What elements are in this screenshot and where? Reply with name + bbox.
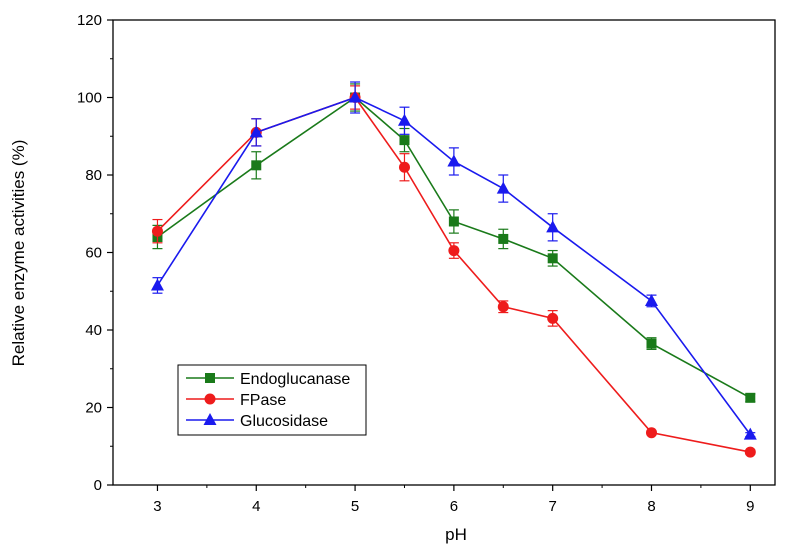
data-point <box>496 181 510 194</box>
y-tick-label: 0 <box>94 477 102 494</box>
data-point <box>251 160 262 171</box>
x-tick-label: 9 <box>746 498 754 515</box>
legend-marker <box>203 413 217 425</box>
x-axis: 3 4 5 6 7 8 9 <box>153 485 754 515</box>
y-tick-label: 60 <box>85 245 102 262</box>
data-point <box>547 312 559 324</box>
x-tick-label: 4 <box>252 498 260 515</box>
y-axis-label: Relative enzyme activities (%) <box>9 140 28 367</box>
legend: Endoglucanase FPase Glucosidase <box>177 364 367 436</box>
legend-marker <box>204 393 216 405</box>
x-tick-label: 3 <box>153 498 161 515</box>
legend-item: Endoglucanase <box>186 371 350 388</box>
y-tick-label: 100 <box>77 90 102 107</box>
data-point <box>399 135 410 146</box>
y-axis: 0 20 40 60 80 100 120 <box>77 12 113 494</box>
data-point <box>448 216 459 227</box>
data-point <box>397 113 411 126</box>
legend-label: Endoglucanase <box>240 371 350 388</box>
data-point <box>497 301 509 313</box>
data-point <box>447 154 461 167</box>
legend-label: Glucosidase <box>240 413 328 430</box>
data-point <box>745 392 756 403</box>
x-axis-label: pH <box>445 525 467 544</box>
legend-item: FPase <box>186 392 286 409</box>
data-point <box>744 446 756 458</box>
data-point <box>249 125 263 138</box>
data-point <box>498 233 509 244</box>
data-point <box>151 225 163 237</box>
y-tick-label: 20 <box>85 400 102 417</box>
legend-marker <box>205 373 215 383</box>
data-point <box>398 161 410 173</box>
data-point <box>448 245 460 257</box>
legend-label: FPase <box>240 392 286 409</box>
y-tick-label: 120 <box>77 12 102 29</box>
x-tick-label: 5 <box>351 498 359 515</box>
data-point <box>547 253 558 264</box>
legend-item: Glucosidase <box>186 413 328 430</box>
y-tick-label: 80 <box>85 167 102 184</box>
series-glucosidase <box>150 81 757 440</box>
data-point <box>644 293 658 306</box>
x-tick-label: 8 <box>647 498 655 515</box>
y-tick-label: 40 <box>85 322 102 339</box>
x-tick-label: 7 <box>549 498 557 515</box>
data-point <box>645 427 657 439</box>
data-point <box>546 220 560 233</box>
series-group <box>150 81 757 458</box>
data-point <box>743 427 757 440</box>
data-point <box>348 90 362 103</box>
x-tick-label: 6 <box>450 498 458 515</box>
data-point <box>150 278 164 291</box>
data-point <box>646 338 657 349</box>
